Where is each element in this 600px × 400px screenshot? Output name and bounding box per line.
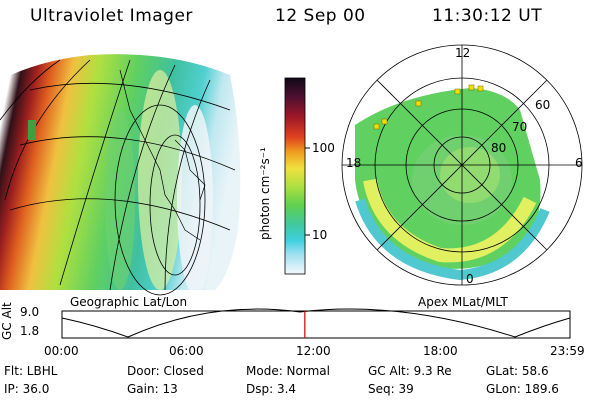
timeline-xtick-1800: 18:00: [423, 344, 458, 358]
lat-label-70: 70: [512, 120, 528, 134]
polar-caption: Apex MLat/MLT: [418, 295, 508, 309]
lat-label-80: 80: [491, 141, 507, 155]
seq-info: Seq: 39: [368, 382, 414, 396]
timeline-ytick-high: 9.0: [20, 305, 40, 319]
mlt-label-6: 6: [575, 156, 583, 170]
timeline-xtick-0000: 00:00: [44, 344, 79, 358]
mlt-label-18: 18: [346, 156, 362, 170]
geographic-caption: Geographic Lat/Lon: [70, 295, 188, 309]
image-date: 12 Sep 00: [275, 6, 366, 26]
gc-alt-info: GC Alt: 9.3 Re: [368, 364, 452, 378]
timeline-xtick-2359: 23:59: [550, 344, 585, 358]
mode-info: Mode: Normal: [246, 364, 330, 378]
dsp-info: Dsp: 3.4: [246, 382, 297, 396]
lat-label-60: 60: [535, 98, 551, 112]
mlt-label-0: 0: [466, 272, 474, 286]
timeline-xtick-0600: 06:00: [169, 344, 204, 358]
colorbar-tick-10: 10: [312, 228, 328, 242]
timeline-ytick-low: 1.8: [20, 324, 40, 338]
filter-info: Flt: LBHL: [4, 364, 58, 378]
door-info: Door: Closed: [127, 364, 204, 378]
instrument-title: Ultraviolet Imager: [30, 6, 193, 26]
colorbar-tick-100: 100: [312, 141, 335, 155]
glon-info: GLon: 189.6: [486, 382, 559, 396]
mlt-label-12: 12: [455, 46, 471, 60]
timeline-xtick-1200: 12:00: [296, 344, 331, 358]
gain-info: Gain: 13: [127, 382, 178, 396]
image-time: 11:30:12 UT: [432, 6, 543, 26]
ip-info: IP: 36.0: [4, 382, 50, 396]
glat-info: GLat: 58.6: [486, 364, 549, 378]
